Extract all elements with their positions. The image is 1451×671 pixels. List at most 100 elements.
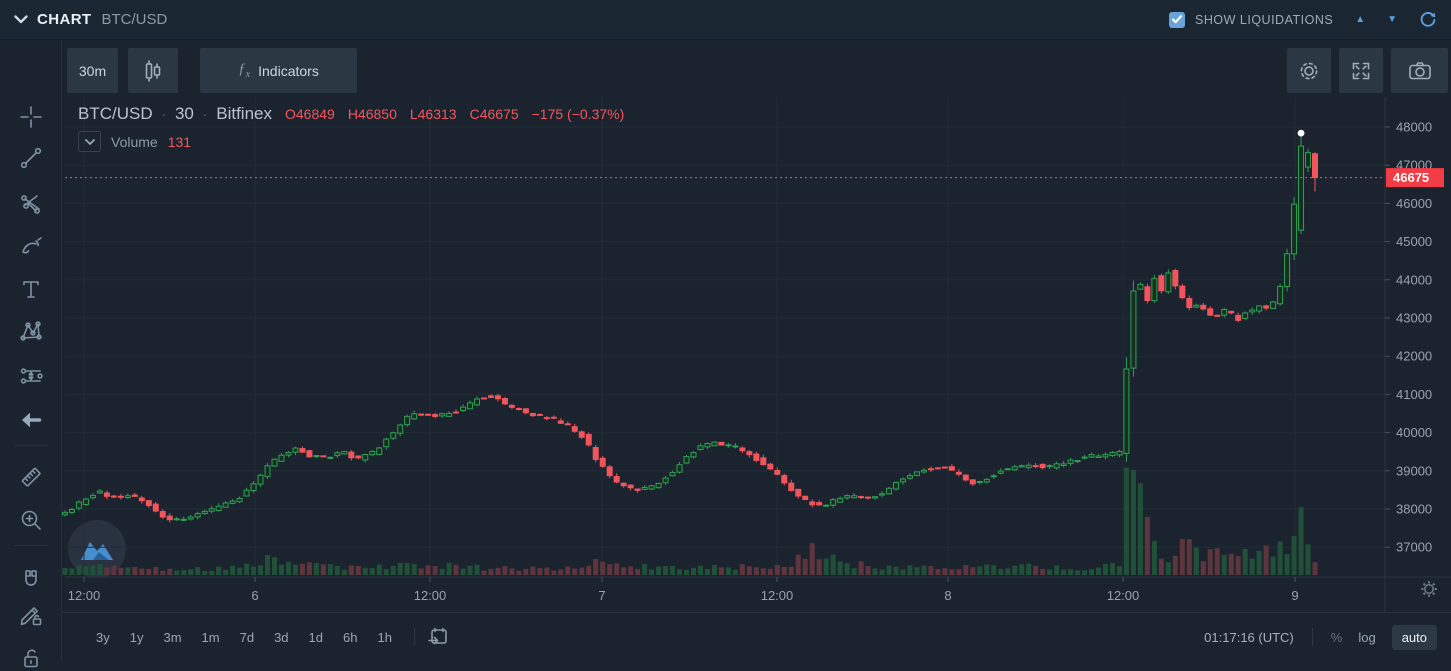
volume-bar (914, 567, 920, 575)
candle-body (425, 413, 432, 416)
brush-tool-icon[interactable] (18, 233, 44, 259)
volume-bar (1172, 555, 1178, 575)
volume-bar (1151, 540, 1157, 575)
range-button[interactable]: 1y (129, 629, 144, 645)
percent-scale-toggle[interactable]: % (1330, 629, 1343, 645)
time-axis[interactable] (62, 577, 1385, 612)
candle-body (592, 447, 599, 460)
fib-retracement-tool-icon[interactable] (18, 190, 44, 216)
ruler-tool-icon[interactable] (18, 464, 44, 490)
long-position-tool-icon[interactable] (18, 363, 44, 389)
candle-body (313, 455, 320, 458)
volume-bar (1193, 547, 1199, 575)
text-tool-icon[interactable] (18, 276, 44, 302)
indicators-button[interactable]: ƒx Indicators (200, 48, 357, 93)
show-liquidations-checkbox[interactable] (1169, 11, 1186, 28)
candle-body (194, 513, 201, 518)
volume-bar (1305, 544, 1311, 575)
clock[interactable]: 01:17:16 (UTC) (1204, 629, 1294, 645)
volume-dropdown-button[interactable] (78, 131, 101, 152)
candle-body (432, 414, 439, 417)
volume-bar (663, 565, 669, 575)
candle-body (879, 493, 886, 496)
volume-bar (998, 568, 1004, 575)
trend-line-tool-icon[interactable] (18, 145, 44, 171)
volume-bar (271, 557, 277, 575)
candle-body (606, 466, 613, 477)
volume-bar (306, 562, 312, 575)
candle-body (997, 470, 1004, 474)
volume-bar (516, 570, 522, 575)
range-button[interactable]: 1d (308, 629, 323, 645)
volume-bar (425, 565, 431, 575)
volume-bar (1179, 539, 1185, 575)
price-axis[interactable] (1385, 97, 1451, 577)
candle-body (1200, 304, 1207, 310)
volume-bar (1186, 539, 1192, 575)
range-button[interactable]: 6h (343, 629, 358, 645)
candle-body (522, 408, 529, 414)
log-scale-toggle[interactable]: log (1358, 629, 1376, 645)
volume-bar (677, 569, 683, 575)
legend-separator: · (161, 107, 166, 122)
candle-body (662, 477, 669, 484)
volume-bar (690, 567, 696, 575)
volume-bar (697, 565, 703, 575)
caret-down-icon[interactable]: ▼ (1387, 13, 1397, 25)
candle-body (494, 395, 501, 400)
candle-body (739, 447, 746, 452)
candle-body (1130, 290, 1137, 369)
volume-bar (1116, 566, 1122, 575)
axis-settings-gear-icon[interactable] (1419, 579, 1439, 599)
volume-bar (111, 565, 117, 575)
range-button[interactable]: 3m (163, 629, 182, 645)
interval-label: 30m (78, 62, 107, 79)
candle-body (536, 413, 543, 416)
volume-bar (1026, 563, 1032, 575)
candle-body (1179, 285, 1186, 299)
crosshair-tool-icon[interactable] (18, 104, 44, 130)
range-button[interactable]: 1h (377, 629, 392, 645)
chart-style-button[interactable] (128, 48, 178, 93)
volume-bar (390, 565, 396, 575)
candle-body (578, 431, 585, 438)
volume-bar (1033, 565, 1039, 575)
lock-all-drawings-icon[interactable] (18, 645, 44, 671)
volume-bar (607, 564, 613, 575)
candle-body (1095, 455, 1102, 459)
show-liquidations-label[interactable]: SHOW LIQUIDATIONS (1195, 12, 1334, 27)
volume-bar (649, 569, 655, 575)
fullscreen-button[interactable] (1339, 48, 1383, 93)
auto-scale-toggle[interactable]: auto (1391, 624, 1437, 650)
xabcd-pattern-tool-icon[interactable] (18, 318, 44, 344)
volume-bar (921, 565, 927, 575)
volume-bar (1075, 570, 1081, 575)
magnet-tool-icon[interactable] (18, 567, 44, 593)
snapshot-button[interactable] (1391, 48, 1448, 93)
candle-body (1144, 286, 1151, 302)
volume-bar (956, 569, 962, 575)
volume-bar (83, 566, 89, 575)
back-arrow-icon[interactable] (18, 407, 44, 433)
range-button[interactable]: 1m (201, 629, 220, 645)
volume-bar (670, 565, 676, 575)
volume-bar (404, 563, 410, 575)
chart-legend[interactable]: BTC/USD · 30 · Bitfinex O46849 H46850 L4… (78, 104, 624, 124)
candlestick-style-icon (145, 59, 161, 82)
range-button[interactable]: 3y (96, 629, 110, 645)
fx-icon: ƒx (238, 61, 251, 80)
go-to-date-icon[interactable] (427, 627, 449, 647)
candle-body (683, 456, 690, 464)
range-button[interactable]: 7d (239, 629, 255, 645)
refresh-icon[interactable] (1419, 11, 1437, 29)
zoom-in-tool-icon[interactable] (18, 507, 44, 533)
settings-button[interactable] (1287, 48, 1331, 93)
range-button[interactable]: 3d (274, 629, 289, 645)
caret-up-icon[interactable]: ▲ (1355, 13, 1366, 25)
volume-bar (292, 564, 298, 575)
interval-button[interactable]: 30m (67, 48, 118, 93)
volume-bar (830, 554, 836, 575)
panel-chevron-down-icon[interactable] (14, 15, 28, 25)
drawing-mode-lock-icon[interactable] (18, 602, 44, 628)
